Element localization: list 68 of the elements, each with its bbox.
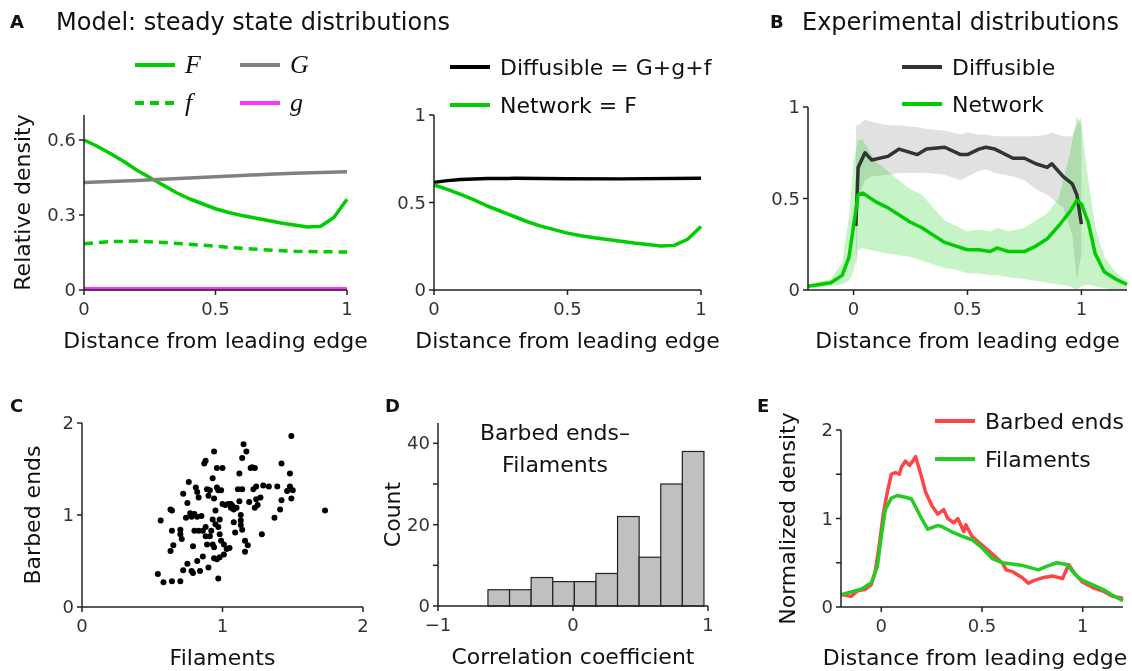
x-tick-label: 1 (216, 615, 229, 636)
x-tick-label: 0.5 (967, 615, 997, 636)
y-tick-label: 0 (418, 595, 430, 616)
legend-label: G (290, 50, 309, 79)
x-tick-label: 1 (341, 298, 353, 319)
legend-label: g (290, 88, 303, 117)
legend-label: Barbed ends (985, 409, 1124, 434)
x-axis-title: Distance from leading edge (822, 645, 1128, 670)
legend-label: F (184, 50, 202, 79)
y-tick-label: 0 (62, 596, 74, 617)
x-tick-label: 1 (695, 298, 707, 319)
text: Barbed ends– Filaments (480, 420, 630, 477)
line-series (839, 493, 1125, 603)
y-tick-label: 2 (62, 412, 74, 433)
x-tick-label: 2 (357, 615, 369, 636)
legend-label: f (185, 88, 196, 117)
legend-label: Network = F (500, 93, 637, 118)
line-series (432, 183, 703, 248)
y-tick-label: 1 (821, 507, 833, 529)
x-tick-label: 0 (78, 298, 90, 319)
y-tick-label: 0 (64, 279, 76, 300)
y-tick-label: 0.5 (771, 187, 800, 209)
y-tick-label: 40 (407, 432, 430, 454)
x-tick-label: 0.5 (953, 298, 982, 319)
text: E (757, 395, 770, 416)
y-tick-label: 20 (407, 513, 430, 535)
y-tick-label: 0.3 (47, 204, 76, 225)
y-tick-label: 0 (414, 279, 426, 300)
x-axis-title: Correlation coefficient (451, 644, 695, 669)
legend-label: Diffusible = G+g+f (500, 55, 713, 80)
y-tick-label: 1 (62, 504, 74, 525)
y-axis-title: Count (380, 481, 405, 548)
line-series (854, 145, 1084, 228)
x-tick-label: 1 (702, 614, 714, 635)
chart-title: Model: steady state distributions (56, 8, 450, 36)
text: D (385, 395, 400, 416)
x-tick-label: 1 (1075, 298, 1088, 319)
x-axis-title: Distance from leading edge (815, 328, 1120, 353)
y-tick-label: 1 (414, 104, 426, 125)
y-axis-title: Normalized density (775, 412, 800, 625)
y-tick-label: 2 (821, 419, 833, 440)
x-tick-label: 1 (1076, 615, 1089, 636)
x-tick-label: 0.5 (553, 298, 582, 319)
chart-title: Experimental distributions (802, 8, 1119, 36)
line-series (82, 138, 349, 229)
legend-label: Diffusible (952, 55, 1056, 80)
x-tick-label: 0 (567, 614, 579, 635)
y-tick-label: 0 (821, 596, 833, 617)
y-tick-label: 0.5 (397, 191, 426, 213)
text: C (10, 395, 24, 416)
line-series (82, 170, 349, 185)
text: B (770, 11, 784, 32)
x-tick-label: −1 (424, 614, 452, 635)
y-axis-title: Barbed ends (20, 445, 45, 585)
y-tick-label: 1 (788, 96, 800, 117)
y-tick-label: 0 (788, 279, 800, 300)
x-tick-label: 0 (847, 298, 860, 319)
legend-label: Filaments (985, 447, 1091, 472)
x-tick-label: 0.5 (201, 298, 230, 319)
y-axis-title: Relative density (10, 114, 35, 291)
text: A (10, 11, 24, 32)
x-axis-title: Distance from leading edge (415, 328, 720, 353)
x-axis-title: Distance from leading edge (63, 328, 368, 353)
y-tick-label: 0.6 (47, 129, 76, 150)
x-axis-title: Filaments (169, 645, 276, 670)
x-tick-label: 0 (875, 615, 888, 636)
legend-label: Network (952, 92, 1045, 117)
line-series (82, 239, 349, 254)
